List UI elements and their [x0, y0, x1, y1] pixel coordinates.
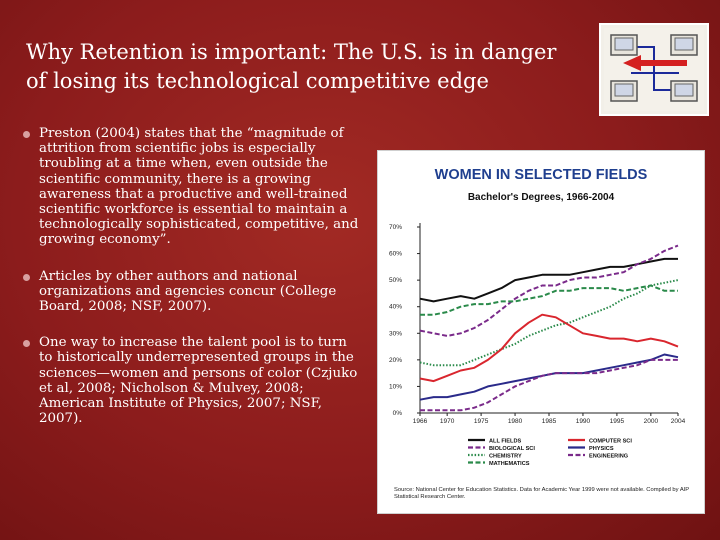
x-tick-label: 1966	[413, 418, 428, 425]
x-tick-label: 1985	[542, 418, 557, 425]
bullet-item: Articles by other authors and national o…	[22, 269, 362, 315]
title-line-2: of losing its technological competitive …	[26, 69, 489, 93]
chart-source-box: Source: National Center for Education St…	[394, 487, 690, 500]
chart-figure: WOMEN IN SELECTED FIELDS Bachelor's Degr…	[377, 150, 705, 514]
legend-label: MATHEMATICS	[489, 461, 530, 467]
x-tick-label: 1980	[508, 418, 523, 425]
bullet-dot-icon	[23, 273, 30, 281]
plot-area	[419, 244, 679, 412]
x-tick-label: 1995	[610, 418, 625, 425]
bullet-dot-icon	[23, 131, 30, 138]
series-line-mathematics	[420, 284, 678, 316]
y-tick-label: 40%	[389, 304, 402, 311]
series-line-chemistry	[419, 279, 679, 367]
chart-title: WOMEN IN SELECTED FIELDS	[435, 167, 648, 183]
legend-label: ENGINEERING	[589, 453, 628, 459]
series-line-computer-sci	[419, 313, 679, 383]
y-tick-label: 0%	[393, 410, 403, 417]
bullet-list: Preston (2004) states that the “magnitud…	[22, 126, 362, 447]
x-tick-label: 2004	[671, 418, 686, 425]
y-tick-label: 30%	[389, 330, 402, 337]
bullet-text: Articles by other authors and national o…	[39, 268, 337, 315]
legend-label: ALL FIELDS	[489, 438, 521, 444]
legend-label: PHYSICS	[589, 446, 614, 452]
line-chart: WOMEN IN SELECTED FIELDS Bachelor's Degr…	[389, 167, 690, 500]
chart-source: Source: National Center for Education St…	[394, 487, 690, 500]
bullet-item: Preston (2004) states that the “magnitud…	[22, 126, 362, 248]
series-line-biological-sci	[419, 244, 679, 337]
chart-subtitle: Bachelor's Degrees, 1966-2004	[468, 192, 615, 203]
x-tick-label: 1990	[576, 418, 591, 425]
slide-title: Why Retention is important: The U.S. is …	[26, 38, 586, 96]
y-tick-label: 60%	[389, 251, 402, 258]
bullet-dot-icon	[23, 340, 30, 348]
bullet-text: One way to increase the talent pool is t…	[39, 335, 358, 427]
title-line-1: Why Retention is important: The U.S. is …	[26, 40, 557, 64]
y-tick-label: 20%	[389, 357, 402, 364]
x-tick-label: 1970	[440, 418, 455, 425]
bullet-item: One way to increase the talent pool is t…	[22, 335, 362, 426]
x-tick-label: 1975	[474, 418, 489, 425]
legend-label: BIOLOGICAL SCI	[489, 446, 535, 452]
legend-label: CHEMISTRY	[489, 453, 522, 459]
computer-network-arrows-icon	[599, 23, 709, 116]
series-line-all-fields	[419, 257, 678, 303]
series-line-physics	[419, 353, 679, 401]
x-tick-label: 2000	[644, 418, 659, 425]
chart-axes: 0% 10% 20% 30% 40% 50% 60% 70% 1966 1970 1975 1980 1…	[389, 223, 686, 425]
y-tick-label: 50%	[389, 277, 402, 284]
y-tick-label: 70%	[389, 224, 402, 231]
legend-label: COMPUTER SCI	[589, 438, 632, 444]
y-tick-label: 10%	[389, 383, 402, 390]
series-line-engineering	[420, 358, 678, 412]
bullet-text: Preston (2004) states that the “magnitud…	[39, 126, 359, 248]
